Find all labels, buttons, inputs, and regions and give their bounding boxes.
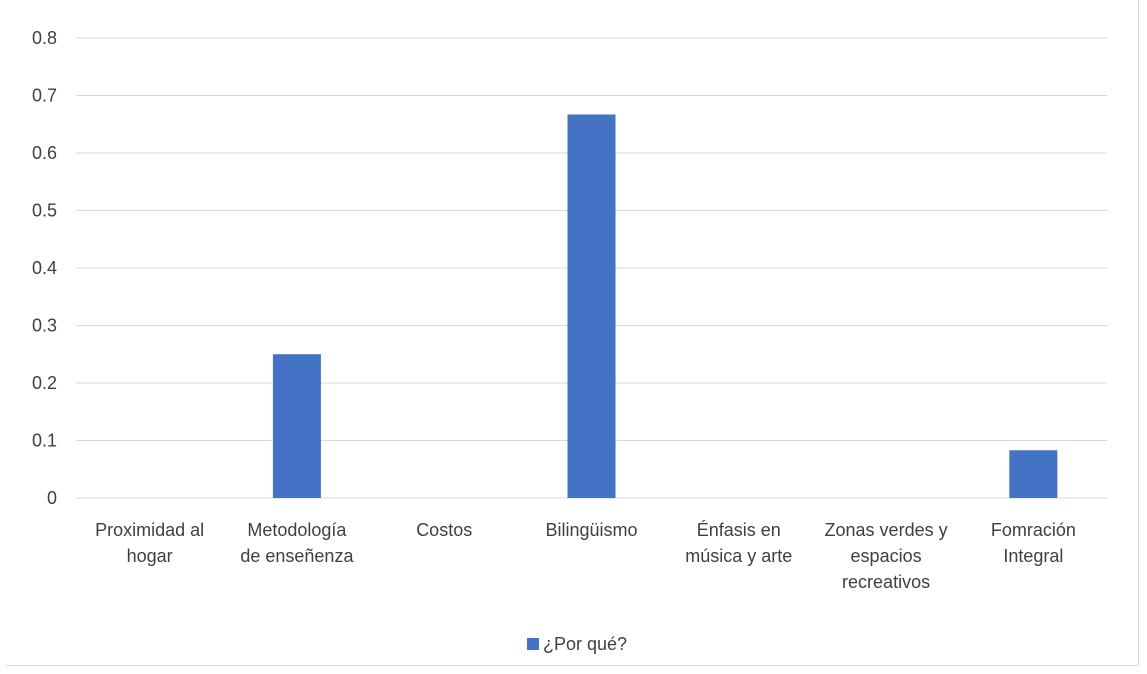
- x-category-label: Énfasis en música y arte: [685, 520, 792, 566]
- x-category-label: Fomración Integral: [991, 520, 1076, 566]
- y-tick-label: 0.2: [32, 373, 57, 393]
- y-tick-label: 0.5: [32, 201, 57, 221]
- legend-label: ¿Por qué?: [543, 634, 627, 654]
- bar: [1009, 450, 1058, 498]
- y-tick-label: 0.3: [32, 316, 57, 336]
- y-tick-label: 0.1: [32, 431, 57, 451]
- y-tick-label: 0.4: [32, 258, 57, 278]
- y-tick-label: 0.6: [32, 143, 57, 163]
- legend-swatch: [527, 638, 539, 650]
- bars: [272, 114, 1058, 498]
- y-tick-label: 0.8: [32, 28, 57, 48]
- bar: [272, 354, 321, 498]
- bar: [567, 114, 616, 498]
- y-tick-label: 0: [47, 488, 57, 508]
- x-category-label: Zonas verdes y espacios recreativos: [825, 520, 948, 592]
- x-category-label: Costos: [416, 520, 472, 540]
- x-category-label: Proximidad al hogar: [95, 520, 204, 566]
- y-axis-tick-labels: 0 0.1 0.2 0.3 0.4 0.5 0.6 0.7 0.8: [32, 28, 57, 508]
- y-tick-label: 0.7: [32, 86, 57, 106]
- x-axis-category-labels: Proximidad al hogar Metodología de enseñenz…: [95, 520, 1076, 592]
- legend: ¿Por qué?: [527, 634, 627, 654]
- x-category-label: Bilingüismo: [545, 520, 637, 540]
- x-category-label: Metodología de enseñenza: [240, 520, 354, 566]
